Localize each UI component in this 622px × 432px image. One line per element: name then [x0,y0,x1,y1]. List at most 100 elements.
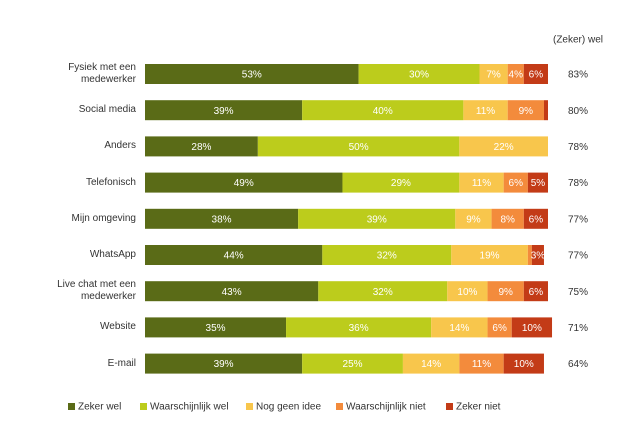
data-label: 44% [224,251,244,262]
bar-segment [145,281,319,302]
data-label: 6% [492,323,507,334]
bar-segment [302,353,403,374]
bar-segment [302,100,464,121]
data-label: 22% [494,142,514,153]
category-label: Fysiek met een medewerker [68,62,136,85]
bar-segment [145,100,303,121]
bar-segment [507,64,524,84]
data-label: 32% [373,287,393,298]
legend-label: Zeker wel [78,402,121,413]
bar-segment [145,245,323,265]
category-label: Social media [78,104,136,116]
data-label: 35% [206,323,226,334]
data-label: 30% [409,70,429,81]
bar-segment [527,172,548,193]
bar-segment [286,317,432,338]
bar-segment [455,208,492,229]
data-label: 9% [519,106,534,117]
total-label: 78% [568,178,588,189]
bar-segment [402,353,460,374]
data-label: 38% [212,214,232,225]
bar-segment [257,136,460,157]
data-label: 50% [349,142,369,153]
bar-segment [145,172,343,193]
bar-segment [451,245,528,265]
bar-segment [459,136,548,157]
bar-segment [479,64,508,84]
bar-segment [322,245,452,265]
category-label: Telefonisch [85,176,136,188]
legend-swatch [246,403,253,410]
legend-swatch [336,403,343,410]
data-label: 39% [214,106,234,117]
bar-segment [145,64,359,84]
data-label: 9% [498,287,513,298]
bar-segment [523,64,548,84]
data-label: 9% [466,214,481,225]
data-label: 29% [391,178,411,189]
bar-segment [487,281,524,302]
total-label: 71% [568,323,588,334]
bar-segment [318,281,448,302]
bar-segment [527,245,532,265]
total-label: 80% [568,106,588,117]
total-label: 77% [568,214,588,225]
legend-label: Waarschijnlijk wel [150,402,229,413]
bar-segment [503,353,544,374]
legend-swatch [140,403,147,410]
data-label: 25% [343,359,363,370]
data-label: 11% [476,106,495,117]
bar-segment [503,172,528,193]
bar-segment [491,208,524,229]
bar-segment [145,208,299,229]
data-label: 7% [486,70,501,81]
bar-segment [342,172,460,193]
data-label: 6% [529,214,544,225]
data-label: 32% [377,251,397,262]
data-label: 39% [367,214,387,225]
legend-label: Zeker niet [456,402,501,413]
total-label: 83% [568,70,588,81]
bar-segment [523,281,548,302]
total-label: 64% [568,359,588,370]
data-label: 11% [472,178,491,189]
data-label: 10% [522,323,542,334]
bar-segment [531,245,544,265]
data-label: 10% [457,287,477,298]
bar-segment [145,353,303,374]
bar-segment [543,100,548,121]
bar-segment [459,172,504,193]
total-label: 77% [568,251,588,262]
bar-segment [523,208,548,229]
data-label: 6% [529,287,544,298]
bar-segment [511,317,553,338]
bar-segment [145,317,287,338]
data-label: 14% [449,323,469,334]
bar-segment [507,100,544,121]
data-label: 43% [222,287,242,298]
bar-segment [431,317,488,338]
data-label: 53% [242,70,262,81]
legend-label: Waarschijnlijk niet [346,402,426,413]
data-label: 3% [531,251,546,262]
category-label: Website [100,321,136,333]
data-label: 14% [421,359,441,370]
bar-segment [487,317,512,338]
total-header: (Zeker) wel [553,35,603,46]
legend-swatch [446,403,453,410]
bar-segment [459,353,504,374]
bar-segment [145,136,258,157]
data-label: 40% [373,106,393,117]
category-label: E-mail [107,357,136,369]
data-label: 36% [349,323,369,334]
category-label: WhatsApp [89,249,136,260]
legend-label: Nog geen idee [256,402,321,413]
category-label: Anders [104,140,136,152]
bar-segment [358,64,480,84]
data-label: 39% [214,359,234,370]
data-label: 4% [509,70,524,81]
data-label: 10% [514,359,534,370]
data-label: 8% [500,214,515,225]
